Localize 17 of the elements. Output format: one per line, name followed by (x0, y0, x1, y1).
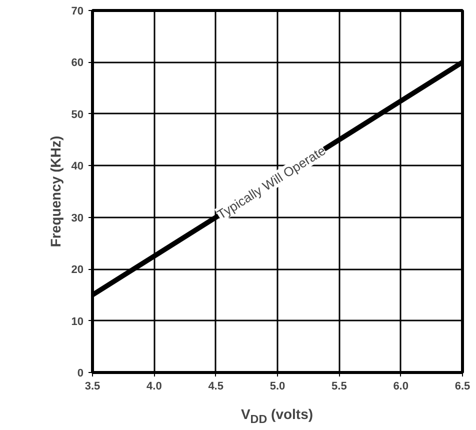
y-tick-label: 70 (71, 6, 84, 18)
y-tick-label: 0 (77, 368, 84, 380)
y-tick-label: 10 (71, 316, 84, 328)
x-tick-label: 4.0 (146, 380, 162, 392)
x-axis-title: V$_{DD}$ (volts) (240, 406, 314, 428)
x-tick-label: 5.5 (332, 380, 347, 392)
y-axis-title: Frequency (KHz) (47, 136, 64, 248)
y-tick-label: 60 (71, 57, 84, 70)
x-tick-label: 3.5 (84, 380, 100, 392)
y-tick-label: 40 (71, 160, 84, 173)
y-tick-label: 50 (71, 108, 84, 121)
y-tick-label: 30 (71, 212, 84, 224)
y-tick-label: 20 (71, 264, 84, 276)
x-tick-label: 5.0 (270, 380, 286, 392)
x-tick-label: 6.0 (393, 380, 408, 392)
x-tick-label: 6.5 (454, 380, 470, 392)
x-tick-label: 4.5 (208, 380, 224, 392)
